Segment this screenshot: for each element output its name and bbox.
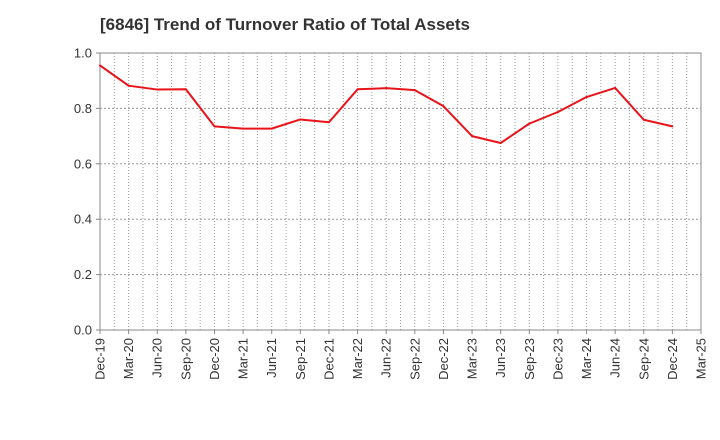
y-tick-label: 0.8 — [74, 101, 92, 116]
x-tick-label: Jun-20 — [150, 338, 165, 378]
x-tick-label: Sep-24 — [636, 338, 651, 380]
x-tick-label: Dec-19 — [93, 338, 108, 380]
series-layer — [99, 64, 674, 145]
y-tick-label: 0.2 — [74, 267, 92, 282]
x-tick-label: Mar-21 — [236, 338, 251, 379]
y-tick-label: 0.6 — [74, 156, 92, 171]
x-tick-label: Dec-24 — [665, 338, 680, 380]
data-point — [299, 118, 302, 121]
data-point — [642, 118, 645, 121]
data-point — [413, 89, 416, 92]
y-axis: 0.0 0.2 0.4 0.6 0.8 1.0 — [74, 46, 100, 338]
x-tick-label: Mar-23 — [465, 338, 480, 379]
data-point — [585, 96, 588, 99]
y-tick-label: 1.0 — [74, 46, 92, 61]
y-tick-label: 0.4 — [74, 212, 92, 227]
x-axis: Dec-19 Mar-20 Jun-20 Sep-20 Dec-20 Mar-21 Jun-… — [93, 330, 709, 380]
x-tick-label: Jun-22 — [379, 338, 394, 378]
x-tick-label: Sep-21 — [293, 338, 308, 380]
x-tick-label: Dec-21 — [321, 338, 336, 380]
x-tick-label: Sep-23 — [522, 338, 537, 380]
data-point — [385, 87, 388, 90]
data-point — [356, 88, 359, 91]
vertical-gridlines — [113, 53, 688, 330]
data-point — [471, 135, 474, 138]
data-point — [242, 127, 245, 130]
data-point — [156, 88, 159, 91]
data-point — [499, 142, 502, 145]
data-point — [270, 127, 273, 130]
x-tick-label: Sep-22 — [407, 338, 422, 380]
x-tick-label: Sep-20 — [178, 338, 193, 380]
x-tick-label: Jun-24 — [608, 338, 623, 378]
y-tick-label: 0.0 — [74, 323, 92, 338]
x-tick-label: Jun-21 — [264, 338, 279, 378]
x-tick-label: Dec-22 — [436, 338, 451, 380]
x-tick-label: Mar-22 — [350, 338, 365, 379]
data-point — [99, 64, 101, 67]
x-tick-label: Mar-25 — [694, 338, 709, 379]
data-point — [556, 111, 559, 113]
data-point — [442, 105, 445, 108]
x-tick-label: Mar-24 — [579, 338, 594, 379]
horizontal-gridlines — [100, 107, 701, 276]
x-tick-label: Jun-23 — [493, 338, 508, 378]
data-point — [184, 88, 187, 91]
x-tick-label: Mar-20 — [121, 338, 136, 379]
data-point — [127, 84, 130, 87]
data-point — [327, 121, 330, 124]
x-tick-label: Dec-23 — [550, 338, 565, 380]
plot-area-frame — [99, 52, 702, 331]
data-point — [614, 86, 617, 89]
data-point — [528, 122, 531, 125]
data-point — [213, 125, 216, 128]
x-tick-label: Dec-20 — [207, 338, 222, 380]
chart-title: [6846] Trend of Turnover Ratio of Total … — [100, 15, 470, 34]
data-point — [671, 125, 674, 128]
